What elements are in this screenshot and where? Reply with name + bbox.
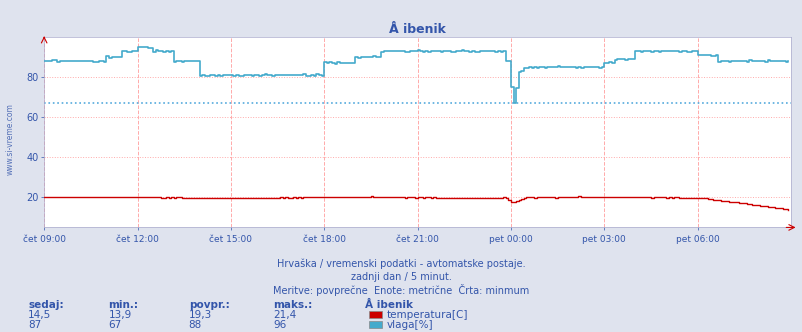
Text: 21,4: 21,4 [273,310,296,320]
Text: www.si-vreme.com: www.si-vreme.com [6,104,15,175]
Text: maks.:: maks.: [273,300,312,310]
Text: 14,5: 14,5 [28,310,51,320]
Text: sedaj:: sedaj: [28,300,63,310]
Text: 13,9: 13,9 [108,310,132,320]
Text: Hrvaška / vremenski podatki - avtomatske postaje.: Hrvaška / vremenski podatki - avtomatske… [277,259,525,269]
Text: 67: 67 [108,320,122,330]
Text: vlaga[%]: vlaga[%] [386,320,432,330]
Text: temperatura[C]: temperatura[C] [386,310,467,320]
Text: 96: 96 [273,320,286,330]
Text: povpr.:: povpr.: [188,300,229,310]
Text: min.:: min.: [108,300,138,310]
Text: zadnji dan / 5 minut.: zadnji dan / 5 minut. [350,272,452,282]
Text: Meritve: povprečne  Enote: metrične  Črta: minmum: Meritve: povprečne Enote: metrične Črta:… [273,285,529,296]
Text: 19,3: 19,3 [188,310,212,320]
Title: Å ibenik: Å ibenik [389,23,445,36]
Text: Å ibenik: Å ibenik [365,300,413,310]
Text: 87: 87 [28,320,42,330]
Text: 88: 88 [188,320,202,330]
